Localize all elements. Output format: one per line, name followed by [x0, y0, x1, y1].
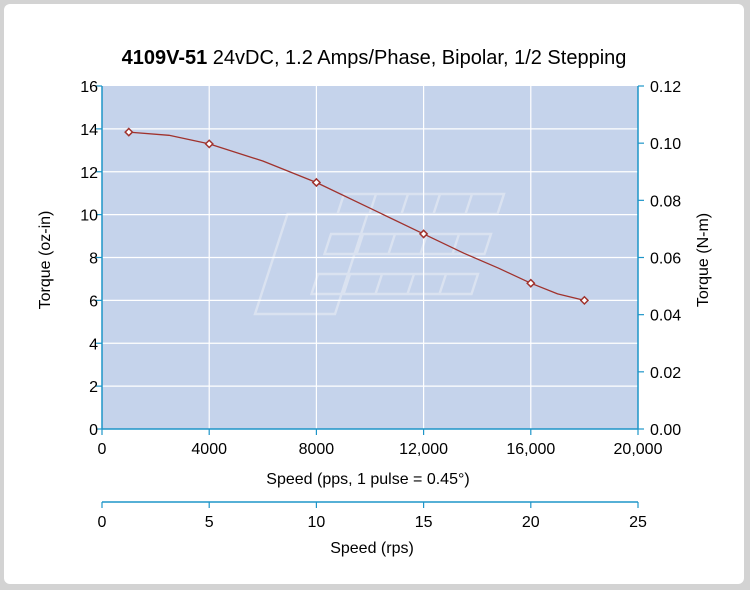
- left-axis-title: Torque (oz-in): [37, 211, 54, 310]
- x-tick-label: 0: [98, 441, 107, 458]
- x2-tick-label: 5: [205, 514, 214, 531]
- watermark-bar-division: [342, 274, 352, 294]
- watermark-bar-division: [406, 274, 416, 294]
- data-point-marker: [124, 127, 134, 137]
- watermark-bar-division: [438, 274, 448, 294]
- data-point-marker: [311, 177, 322, 188]
- right-axis-title: Torque (N-m): [695, 213, 712, 307]
- right-tick-label: 0.12: [650, 79, 681, 96]
- x2-tick-label: 15: [415, 514, 433, 531]
- x2-tick-label: 10: [308, 514, 326, 531]
- x-axis-title: Speed (pps, 1 pulse = 0.45°): [266, 471, 469, 488]
- watermark-bar: [322, 232, 493, 256]
- watermark-block: [253, 212, 370, 316]
- right-tick-label: 0.00: [650, 422, 681, 439]
- chart-frame: 4109V-51 24vDC, 1.2 Amps/Phase, Bipolar,…: [4, 4, 744, 584]
- left-tick-label: 2: [89, 379, 98, 396]
- watermark-bar-division: [387, 234, 397, 254]
- watermark-bar-division: [400, 194, 410, 214]
- left-tick-label: 6: [89, 293, 98, 310]
- torque-curve-line: [128, 131, 585, 302]
- x2-tick-label: 20: [522, 514, 540, 531]
- x-tick-label: 16,000: [506, 441, 555, 458]
- x2-tick-label: 25: [629, 514, 647, 531]
- data-point-marker: [418, 229, 429, 239]
- chart-title-rest: 24vDC, 1.2 Amps/Phase, Bipolar, 1/2 Step…: [207, 47, 626, 69]
- x-tick-label: 4000: [191, 441, 227, 458]
- left-tick-label: 0: [89, 422, 98, 439]
- x-tick-label: 12,000: [399, 441, 448, 458]
- right-tick-label: 0.06: [650, 251, 681, 268]
- watermark-bar: [309, 272, 480, 296]
- watermark-mark: [253, 192, 506, 316]
- x-tick-label: 20,000: [614, 441, 663, 458]
- watermark-bar-division: [355, 234, 365, 254]
- right-tick-label: 0.08: [650, 193, 681, 210]
- left-tick-label: 16: [80, 79, 98, 96]
- right-tick-label: 0.10: [650, 136, 681, 153]
- data-point-marker: [579, 295, 590, 306]
- right-tick-label: 0.02: [650, 365, 681, 382]
- chart-title-bold: 4109V-51: [122, 47, 208, 69]
- x2-axis-title: Speed (rps): [330, 540, 414, 557]
- x-tick-label: 8000: [299, 441, 335, 458]
- x2-tick-label: 0: [98, 514, 107, 531]
- watermark-bar-division: [464, 194, 474, 214]
- torque-speed-chart: 4109V-51 24vDC, 1.2 Amps/Phase, Bipolar,…: [37, 47, 712, 557]
- left-tick-label: 14: [80, 122, 98, 139]
- chart-title: 4109V-51 24vDC, 1.2 Amps/Phase, Bipolar,…: [122, 47, 627, 69]
- left-tick-label: 12: [80, 165, 98, 182]
- left-tick-label: 8: [89, 251, 98, 268]
- data-point-marker: [204, 139, 214, 149]
- watermark-bar-division: [368, 194, 378, 214]
- watermark-bar-division: [374, 274, 384, 294]
- left-tick-label: 10: [80, 208, 98, 225]
- data-point-marker: [526, 278, 536, 288]
- left-tick-label: 4: [89, 336, 98, 353]
- right-tick-label: 0.04: [650, 308, 681, 325]
- watermark-bar-division: [432, 194, 442, 214]
- logo-watermark: [253, 192, 506, 316]
- watermark-bar-division: [451, 234, 461, 254]
